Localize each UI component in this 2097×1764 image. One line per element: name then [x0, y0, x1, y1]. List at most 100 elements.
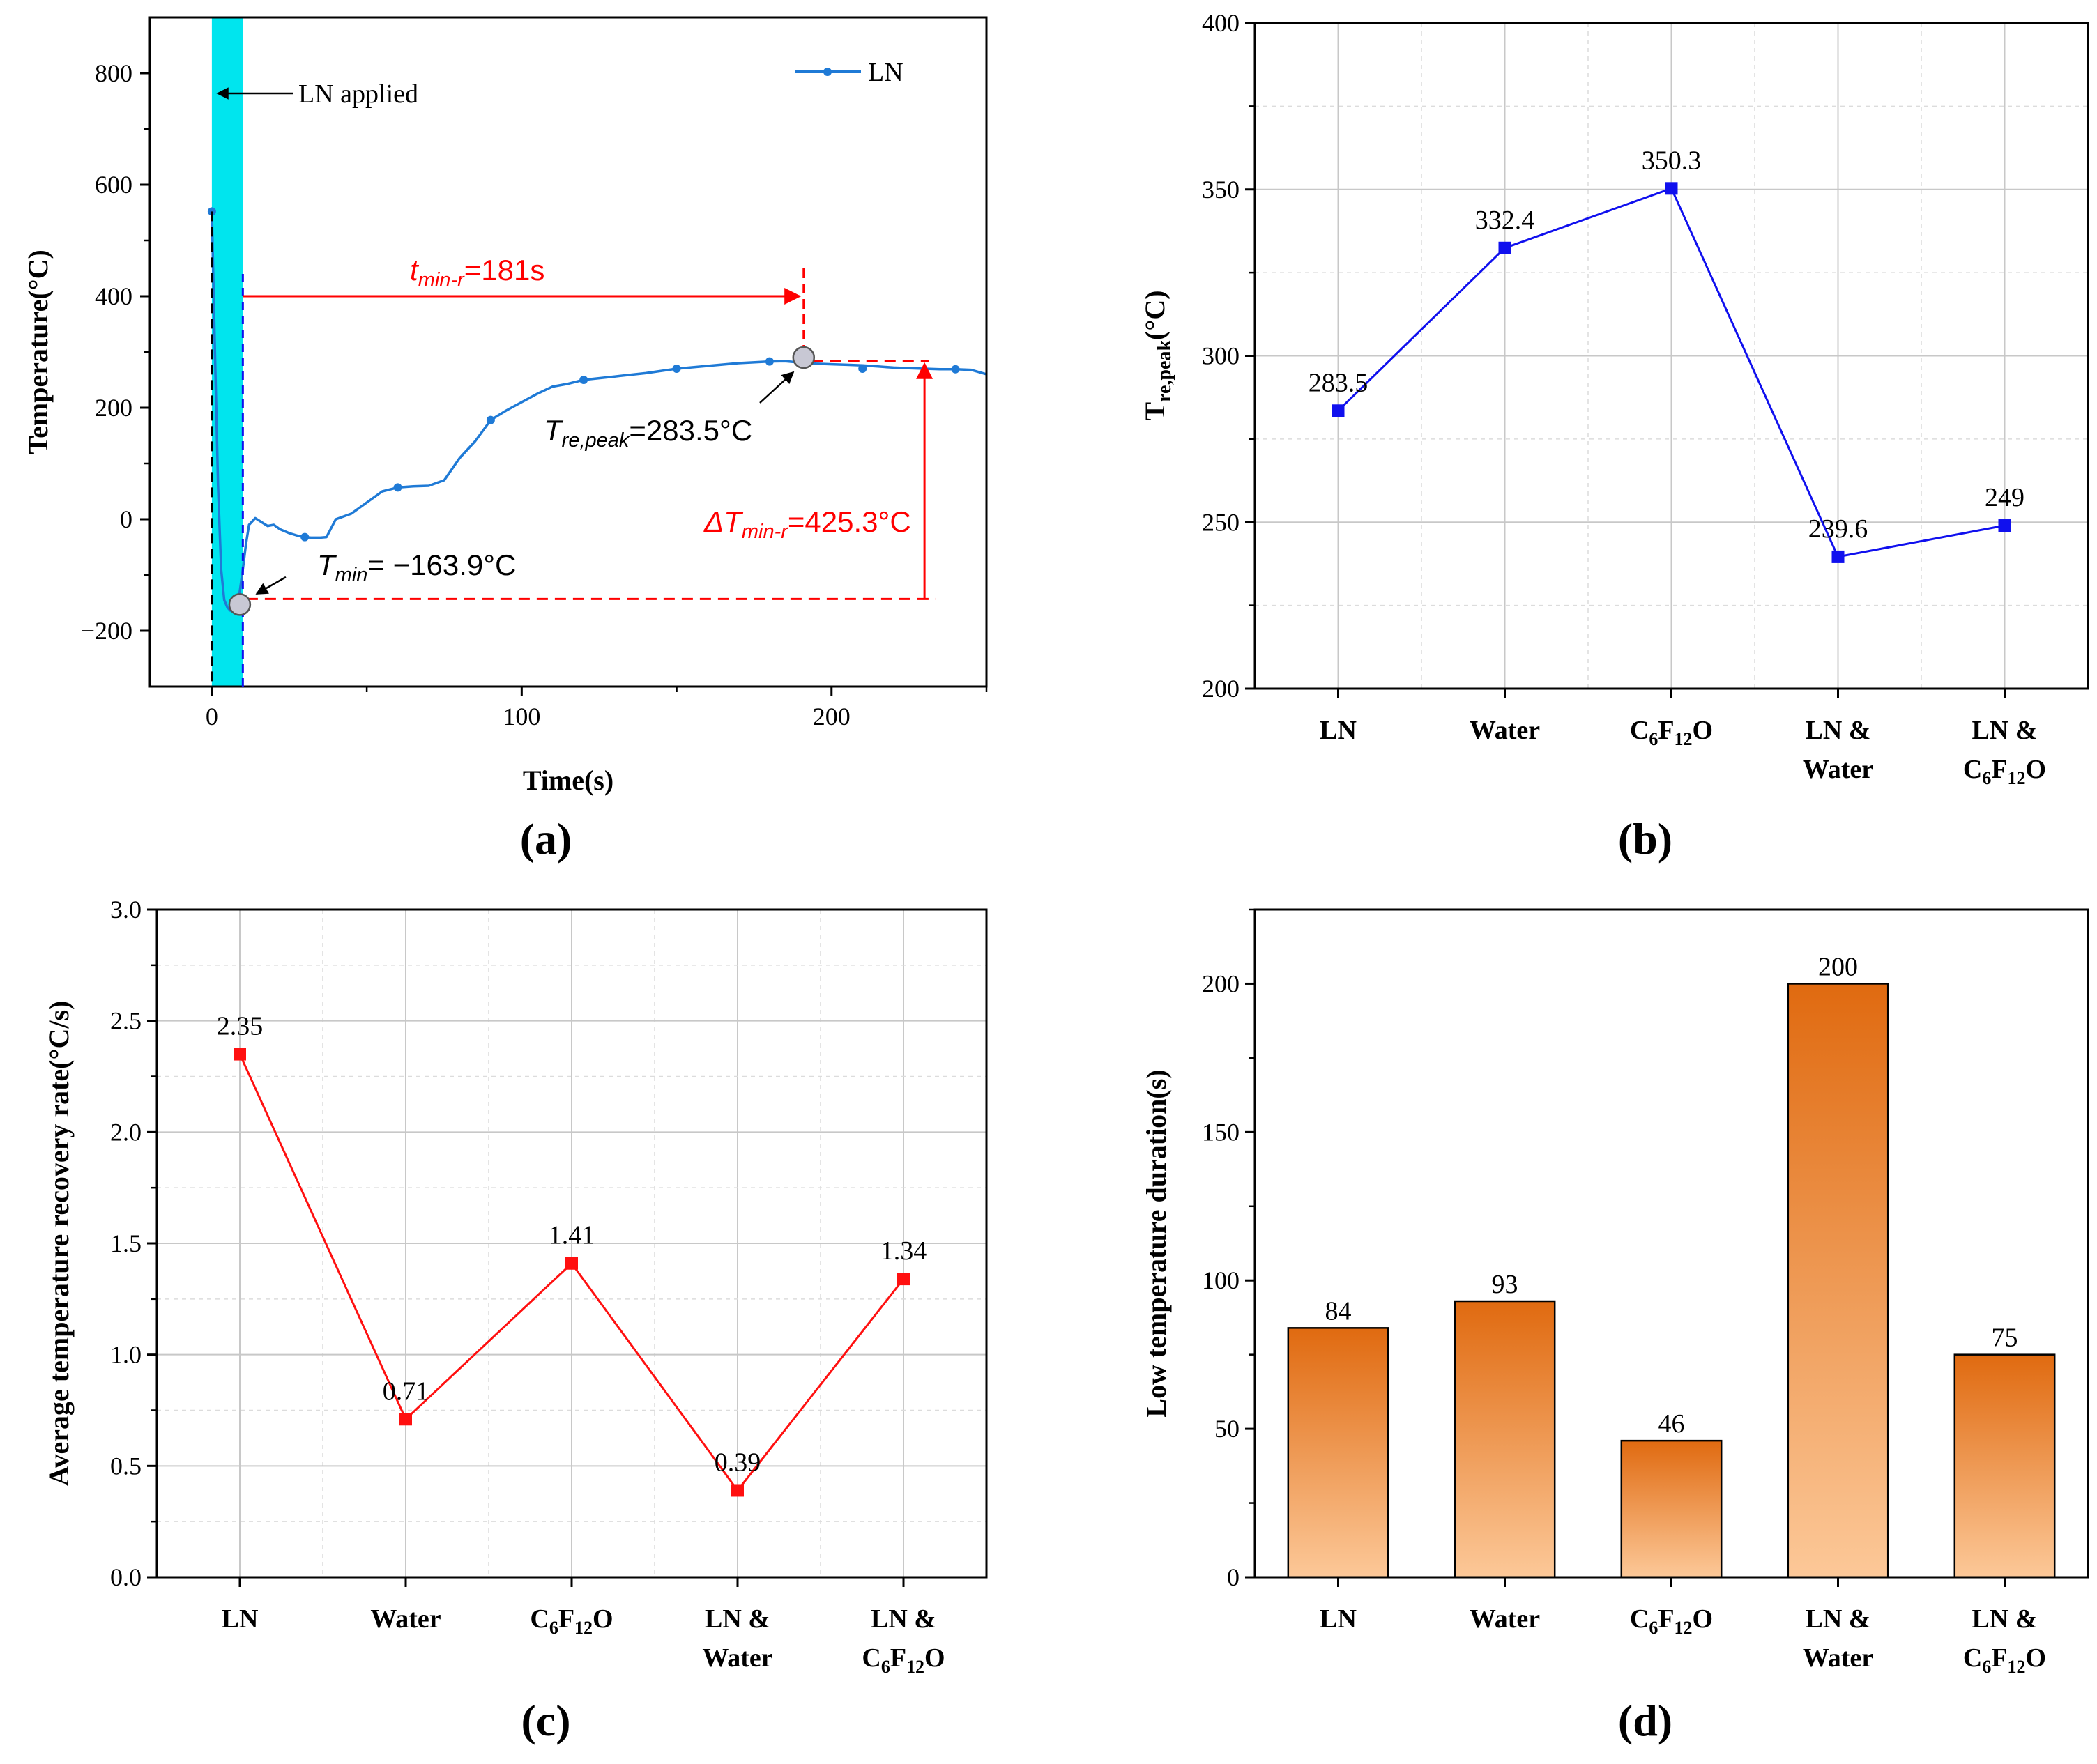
panel-b-y-axis-unit: (°C) [1139, 290, 1170, 340]
y-tick-label: 200 [1202, 969, 1240, 997]
panel-a-annotations [211, 211, 936, 687]
formula-part: 12 [2008, 768, 2026, 788]
data-label: 2.35 [217, 1012, 264, 1041]
formula-part: O [924, 1643, 945, 1673]
t-min-subscript: min [335, 564, 368, 586]
formula-part: 6 [1649, 1618, 1658, 1638]
t-min-r-subscript: min-r [418, 269, 465, 291]
category-label-c6f12o: C6F12O [862, 1643, 945, 1677]
formula-part: 12 [1675, 1618, 1693, 1638]
y-tick-label: 200 [1202, 675, 1240, 703]
t-re-peak-arrow [759, 371, 795, 404]
category-label-c6f12o: C6F12O [1630, 1604, 1713, 1638]
ln-data-point [765, 357, 774, 366]
formula-part: 12 [2008, 1657, 2026, 1677]
y-tick-label: 1.0 [110, 1341, 142, 1369]
y-tick-label: 600 [95, 171, 132, 199]
legend-marker-ln [823, 68, 832, 76]
data-point [1831, 550, 1845, 563]
formula-part: O [1693, 1604, 1714, 1634]
data-label: 350.3 [1642, 146, 1702, 175]
t-min-r-label: tmin-r=181s [410, 254, 544, 291]
formula-part: 12 [906, 1657, 924, 1677]
formula-part: F [890, 1643, 906, 1673]
category-label: LN & [1972, 716, 2038, 745]
data-label: 239.6 [1808, 514, 1868, 544]
data-point [731, 1484, 744, 1497]
data-label: 332.4 [1475, 206, 1535, 235]
legend-label-ln: LN [868, 58, 903, 87]
formula-part: F [1991, 1643, 2007, 1673]
data-label: 1.34 [880, 1236, 927, 1266]
formula-part: O [2026, 1643, 2047, 1673]
formula-part: C [1630, 716, 1649, 745]
formula-part: F [1658, 716, 1674, 745]
formula-part: 6 [1982, 768, 1991, 788]
panel-c-ticks: 0.0 0.5 1.0 1.5 2.0 2.5 3.0 [110, 896, 905, 1591]
category-label: Water [370, 1604, 441, 1634]
data-label: 283.5 [1309, 368, 1368, 397]
y-tick-label: 50 [1214, 1415, 1240, 1443]
category-label: LN [1320, 1604, 1357, 1634]
panel-d-y-axis-label: Low temperature duration(s) [1141, 1069, 1172, 1417]
panel-b-label: (b) [1618, 814, 1672, 864]
y-tick-label: 100 [1202, 1266, 1240, 1294]
category-label-c6f12o: C6F12O [1630, 716, 1713, 749]
bar [1620, 1439, 1723, 1579]
category-label: LN & [1806, 716, 1871, 745]
panel-a: 0 100 200 −200 0 200 400 600 800 LN LN applied t… [22, 16, 988, 864]
y-tick-label: 1.5 [110, 1229, 142, 1257]
bar-value-label: 93 [1492, 1270, 1518, 1299]
formula-part: C [1963, 1643, 1982, 1673]
data-label: 0.39 [715, 1448, 761, 1477]
y-tick-label: 2.5 [110, 1007, 142, 1035]
data-point [1998, 519, 2011, 532]
formula-part: F [1658, 1604, 1674, 1634]
data-point [1665, 182, 1678, 195]
formula-part: 6 [1982, 1657, 1991, 1677]
delta-t-subscript: min-r [742, 521, 788, 543]
bar [1454, 1300, 1556, 1579]
x-tick-label: 200 [813, 703, 851, 730]
data-point [1498, 241, 1511, 254]
y-tick-label: 350 [1202, 176, 1240, 204]
panel-c-y-axis-label: Average temperature recovery rate(°C/s) [43, 1001, 75, 1487]
formula-part: 12 [1675, 729, 1693, 749]
t-min-symbol: T [317, 549, 337, 581]
ln-data-point [579, 376, 588, 384]
category-label: Water [702, 1643, 772, 1673]
ln-applied-label: LN applied [298, 79, 418, 109]
t-min-value: = −163.9°C [367, 549, 516, 581]
y-tick-label: 0.5 [110, 1452, 142, 1480]
x-tick-label: 100 [503, 703, 540, 730]
y-tick-label: 3.0 [110, 896, 142, 923]
bar [1287, 1327, 1389, 1579]
category-label-c6f12o: C6F12O [1963, 755, 2046, 788]
ln-data-point [393, 483, 402, 492]
peak-point-marker [792, 346, 816, 369]
bar-value-label: 200 [1818, 952, 1858, 981]
panel-a-x-axis-label: Time(s) [523, 765, 613, 796]
panel-c: 2.35 0.71 1.41 0.39 1.34 0.0 0.5 1.0 1.5 2.0 2.5 3… [43, 896, 988, 1745]
category-label: Water [1803, 1643, 1873, 1673]
category-label: LN [222, 1604, 259, 1634]
t-min-arrow [255, 576, 287, 595]
formula-part: 6 [881, 1657, 890, 1677]
panel-a-ticks: 0 100 200 −200 0 200 400 600 800 [81, 59, 988, 730]
data-point [399, 1413, 412, 1426]
data-point [897, 1273, 910, 1286]
data-label: 1.41 [549, 1221, 595, 1250]
formula-part: F [558, 1604, 574, 1634]
y-tick-label: −200 [81, 617, 132, 645]
category-label-c6f12o: C6F12O [530, 1604, 613, 1638]
formula-part: C [1630, 1604, 1649, 1634]
category-label: Water [1470, 1604, 1540, 1634]
bar [1953, 1353, 2056, 1579]
x-tick-label: 0 [206, 703, 218, 730]
panel-c-plot-area: 2.35 0.71 1.41 0.39 1.34 [217, 1012, 927, 1497]
panel-b-ticks: 200 250 300 350 400 [1202, 9, 2006, 703]
category-label: LN [1320, 716, 1357, 745]
